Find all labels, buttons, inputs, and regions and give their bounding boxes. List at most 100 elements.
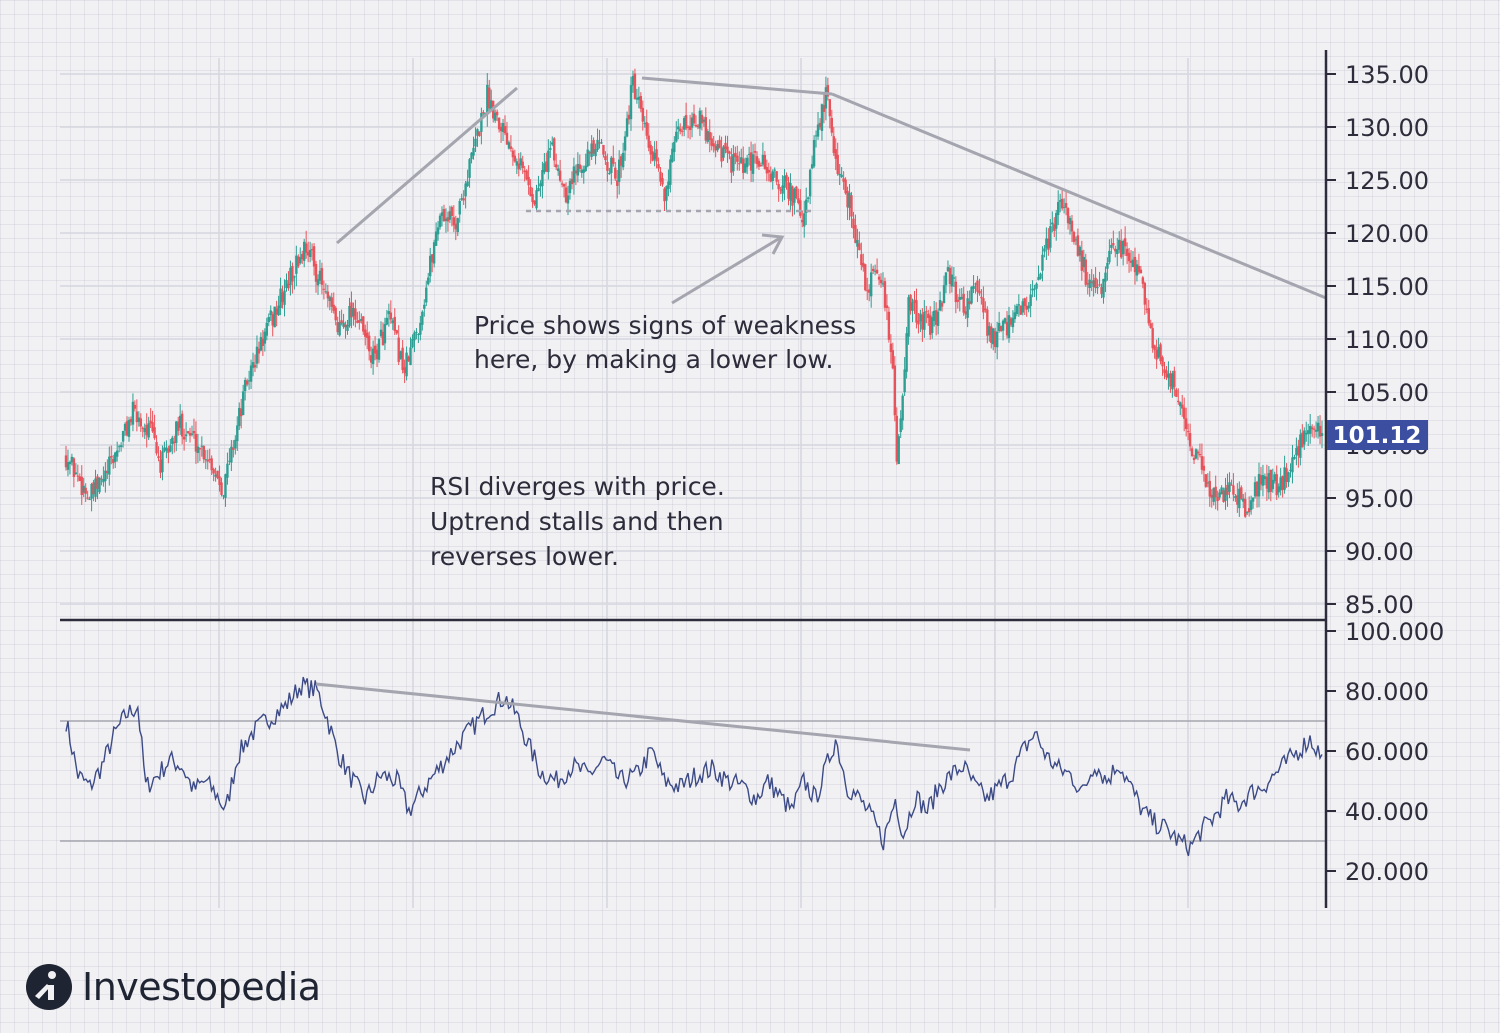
candle-down <box>505 132 509 145</box>
candle-down <box>523 170 526 173</box>
candle-up <box>936 311 940 326</box>
candle-down <box>826 85 830 97</box>
annotation-rsi-line-1: RSI diverges with price. <box>430 472 725 501</box>
candle-down <box>1281 475 1284 490</box>
candle-down <box>192 430 196 434</box>
candle-up <box>897 436 900 464</box>
candle-down <box>202 446 206 460</box>
candle-down <box>1141 277 1145 284</box>
candle-up <box>1092 280 1095 287</box>
candle-up <box>519 158 522 166</box>
candle-down <box>692 113 696 124</box>
candle-up <box>143 428 146 433</box>
candle-down <box>844 179 847 194</box>
candle-down <box>830 117 834 133</box>
price-tick-label: 95.00 <box>1345 485 1414 513</box>
candle-down <box>755 156 759 165</box>
candle-down <box>145 424 148 436</box>
candle-down <box>994 331 997 348</box>
candle-down <box>852 218 855 229</box>
candle-down <box>602 144 605 155</box>
candle-up <box>1043 248 1046 252</box>
candle-down <box>275 308 278 315</box>
candle-down <box>753 151 757 153</box>
candle-down <box>125 421 129 436</box>
candle-down <box>612 157 615 164</box>
rsi-y-axis: 100.000 80.000 60.000 40.000 20.000 <box>1326 618 1444 886</box>
candle-down <box>210 458 213 471</box>
candle-up <box>444 218 448 222</box>
candle-down <box>375 349 379 360</box>
candle-up <box>383 324 387 344</box>
candle-down <box>679 128 682 132</box>
candle-up <box>175 421 178 443</box>
candle-up <box>970 286 973 304</box>
candle-up <box>352 307 355 317</box>
candle-down <box>287 283 290 289</box>
candle-down <box>141 427 144 429</box>
candle-up <box>596 139 599 150</box>
candle-down <box>832 136 835 154</box>
candle-down <box>1210 494 1213 498</box>
candle-down <box>999 325 1003 331</box>
candle-down <box>281 292 284 302</box>
investopedia-logo-icon <box>26 964 72 1010</box>
candle-down <box>1177 400 1180 403</box>
candle-down <box>659 171 662 182</box>
candle-up <box>783 175 786 188</box>
candle-down <box>1066 208 1070 224</box>
candle-up <box>635 97 639 100</box>
candle-down <box>588 152 591 154</box>
candle-down <box>765 166 769 174</box>
candle-up <box>224 474 227 498</box>
candle-up <box>1289 469 1292 472</box>
candle-down <box>592 140 595 154</box>
price-tick-label: 110.00 <box>1345 326 1429 354</box>
candle-down <box>232 447 235 450</box>
candle-up <box>169 445 172 452</box>
candle-up <box>1314 429 1318 432</box>
candle-up <box>255 346 259 364</box>
candle-down <box>917 320 920 325</box>
candle-down <box>1076 235 1080 256</box>
candle-up <box>429 255 432 277</box>
candle-down <box>627 114 631 120</box>
candle-down <box>986 309 989 336</box>
candle-up <box>997 322 1001 332</box>
candle-down <box>167 448 170 453</box>
investopedia-logo: Investopedia <box>24 962 321 1012</box>
candle-down <box>1269 469 1273 492</box>
candle-down <box>868 289 871 293</box>
candle-down <box>797 198 800 204</box>
candle-down <box>218 476 221 485</box>
candle-up <box>1305 432 1308 435</box>
candle-up <box>68 461 72 465</box>
candle-down <box>92 482 95 495</box>
candle-down <box>1208 480 1211 497</box>
rsi-threshold-lines <box>60 720 1326 842</box>
candle-up <box>243 380 247 391</box>
candle-down <box>1080 250 1084 271</box>
candle-down <box>976 280 979 292</box>
candle-up <box>515 161 519 166</box>
candle-down <box>570 178 574 185</box>
rsi-tick-label: 100.000 <box>1345 618 1444 646</box>
candle-down <box>1214 486 1217 498</box>
candle-down <box>787 182 790 199</box>
candle-down <box>614 167 617 179</box>
candle-down <box>982 298 985 313</box>
rsi-tick-label: 20.000 <box>1345 858 1429 886</box>
candle-up <box>702 119 706 122</box>
candle-up <box>675 131 678 142</box>
candle-down <box>1070 220 1074 232</box>
candle-down <box>684 115 688 129</box>
candle-up <box>1029 294 1032 306</box>
candle-up <box>385 317 389 325</box>
candle-up <box>371 348 375 365</box>
candle-up <box>440 212 444 216</box>
candle-up <box>405 352 408 377</box>
candle-up <box>1116 249 1119 254</box>
candle-down <box>641 107 645 122</box>
candle-down <box>354 308 357 320</box>
candle-up <box>464 183 467 197</box>
